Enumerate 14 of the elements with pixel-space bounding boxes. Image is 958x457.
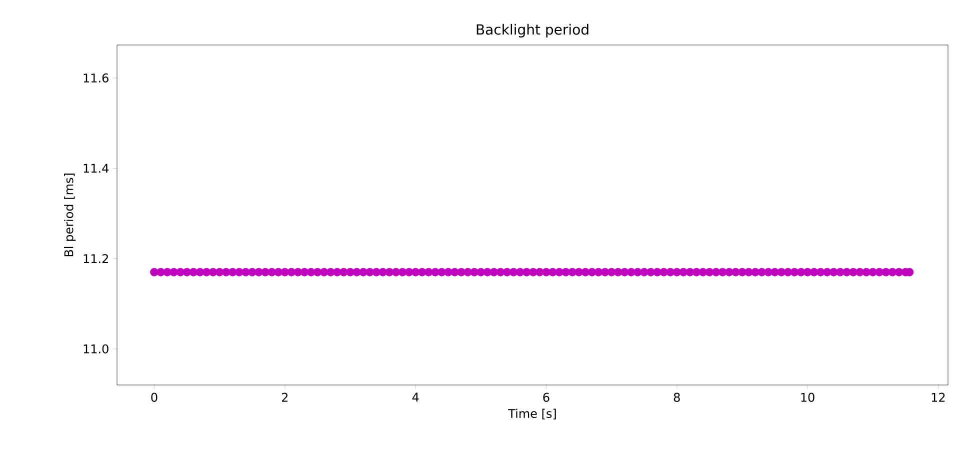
y-tick-label: 11.4 (84, 164, 109, 173)
x-axis-title: Time [s] (508, 408, 556, 420)
x-tick-label: 2 (282, 392, 288, 402)
y-tick-label: 11.2 (84, 254, 108, 264)
x-tick-label: 10 (801, 392, 814, 402)
x-tick-label: 6 (543, 392, 550, 402)
x-tick-label: 4 (412, 392, 419, 402)
x-tick-label: 12 (932, 392, 945, 402)
chart-title: Backlight period (476, 24, 588, 38)
x-tick-label: 0 (151, 392, 158, 402)
x-tick-label: 8 (674, 392, 680, 402)
y-tick-label: 11.6 (84, 73, 108, 82)
y-axis-title: Bl period [ms] (64, 174, 76, 256)
y-tick-label: 11.0 (84, 344, 108, 354)
